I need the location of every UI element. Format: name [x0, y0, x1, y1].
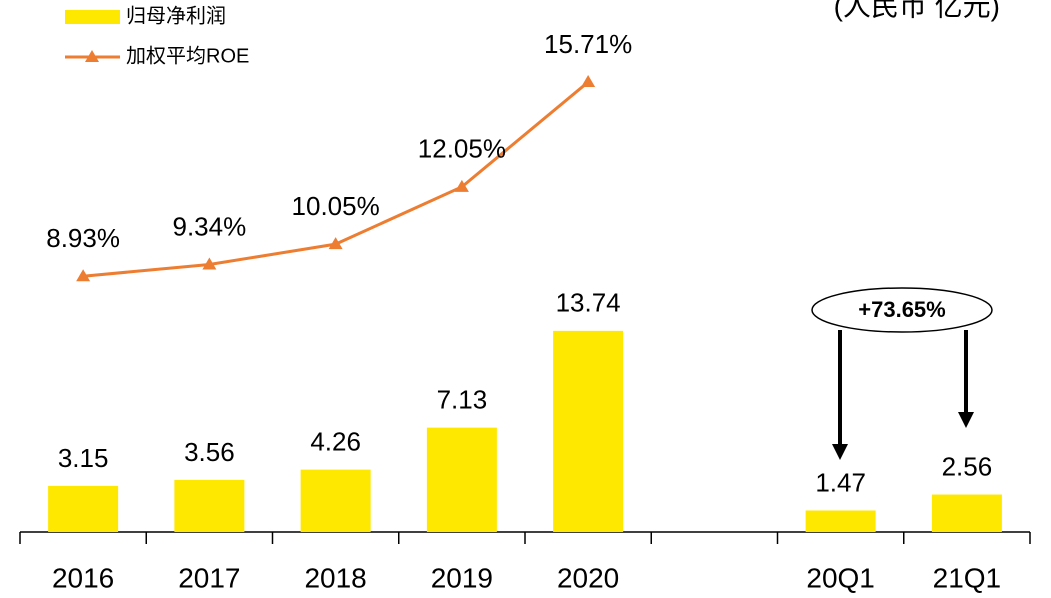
unit-label: (人民币 亿元) [834, 0, 1000, 21]
x-tick-label: 20Q1 [806, 562, 875, 593]
bar [426, 427, 497, 532]
bar [931, 494, 1002, 532]
bar [48, 485, 119, 532]
bar [805, 510, 876, 532]
bar-label: 13.74 [556, 288, 621, 318]
line-label: 10.05% [292, 191, 380, 221]
annotation: +73.65% [858, 297, 945, 322]
x-tick-label: 2020 [557, 562, 619, 593]
x-tick-label: 2017 [178, 562, 240, 593]
marker [581, 75, 596, 88]
annotation-ellipse [811, 287, 993, 333]
line-label: 8.93% [46, 223, 120, 253]
bar [174, 479, 245, 532]
bar [300, 469, 371, 532]
bar-label: 3.56 [184, 437, 235, 467]
line-label: 12.05% [418, 134, 506, 164]
bar-label: 2.56 [942, 451, 993, 481]
line-label: 15.71% [544, 29, 632, 59]
bar-label: 4.26 [310, 427, 361, 457]
bar [553, 330, 624, 532]
bar-label: 1.47 [815, 467, 866, 497]
x-tick-label: 2016 [52, 562, 114, 593]
bar-label: 3.15 [58, 443, 109, 473]
bar-label: 7.13 [437, 384, 488, 414]
line-label: 9.34% [173, 211, 247, 241]
x-tick-label: 2018 [304, 562, 366, 593]
legend-swatch [65, 10, 120, 24]
marker [76, 269, 91, 282]
marker [328, 237, 343, 250]
legend-label: 加权平均ROE [126, 44, 249, 67]
x-tick-label: 21Q1 [933, 562, 1002, 593]
legend-marker [85, 50, 99, 62]
legend-label: 归母净利润 [126, 4, 226, 27]
marker [454, 179, 469, 192]
marker [202, 257, 217, 270]
x-tick-label: 2019 [431, 562, 493, 593]
